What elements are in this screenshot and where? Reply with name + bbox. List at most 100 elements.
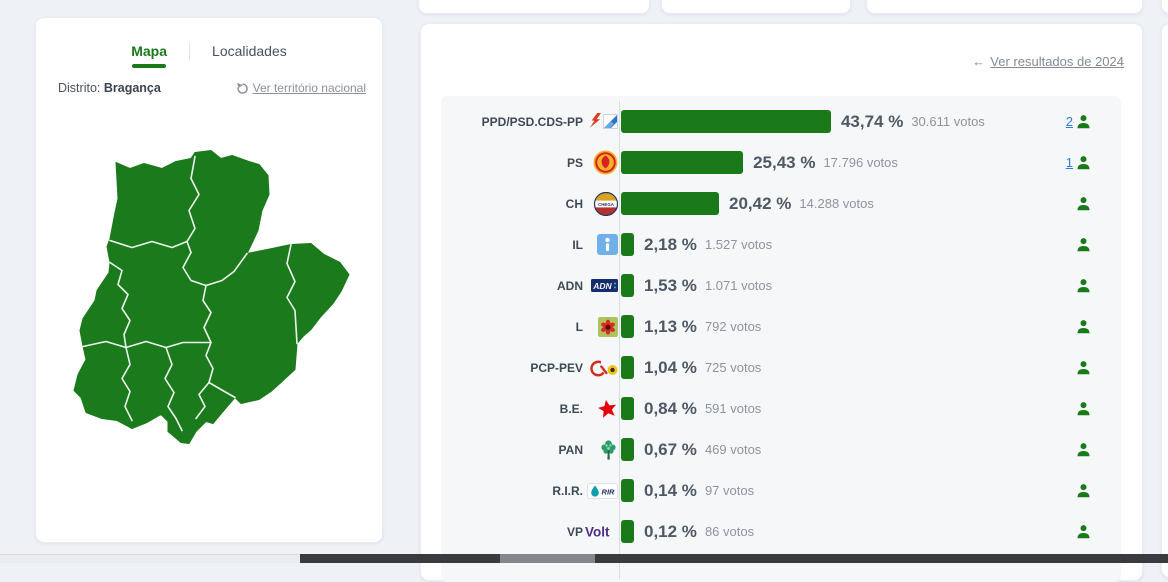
party-logos	[583, 399, 619, 419]
elected-seats	[1073, 196, 1091, 211]
party-votes: 17.796 votos	[823, 155, 898, 170]
result-bar	[621, 520, 634, 543]
result-bar	[621, 315, 634, 338]
elected-count-link[interactable]: 1	[1065, 155, 1073, 170]
il-exclamation-icon	[597, 234, 618, 255]
party-row: PS 25,43 % 17.796 votos 1	[441, 142, 1121, 183]
neighbor-card-partial	[1161, 23, 1168, 578]
party-votes: 1.071 votos	[704, 278, 773, 293]
party-logos: RIR	[583, 482, 619, 499]
volt-wordmark-icon: Volt	[585, 524, 618, 540]
party-logos	[583, 359, 619, 377]
party-votes: 469 votos	[704, 442, 762, 457]
scrollbar-track-left	[0, 554, 300, 563]
results-card: ← Ver resultados de 2024 PPD/PSD.CDS-PP …	[420, 23, 1143, 582]
party-votes: 792 votos	[704, 319, 762, 334]
party-label: VP	[566, 524, 583, 539]
person-icon	[1076, 319, 1091, 334]
elected-seats	[1073, 319, 1091, 334]
party-label: PCP-PEV	[530, 360, 583, 375]
chart-axis-line	[619, 101, 620, 579]
back-to-2024-link[interactable]: ← Ver resultados de 2024	[972, 54, 1124, 69]
party-votes: 86 votos	[704, 524, 755, 539]
elected-seats	[1073, 237, 1091, 252]
party-percentage: 1,53 %	[644, 275, 697, 295]
summary-card-partial-1	[418, 0, 650, 14]
party-row: L 1,13 % 792 votos	[441, 306, 1121, 347]
map-card: Mapa Localidades Distrito: Bragança Ver …	[35, 17, 383, 543]
elected-seats: 1	[1066, 155, 1091, 170]
ps-fist-rose-icon	[593, 150, 618, 175]
party-percentage: 0,84 %	[644, 398, 697, 418]
person-icon	[1076, 237, 1091, 252]
result-bar	[621, 397, 634, 420]
left-arrow-icon: ←	[972, 54, 986, 69]
elected-seats	[1073, 524, 1091, 539]
person-icon	[1076, 155, 1091, 170]
party-votes: 97 votos	[704, 483, 755, 498]
party-label: PS	[566, 155, 583, 170]
tab-mapa[interactable]: Mapa	[131, 43, 167, 66]
person-icon	[1076, 483, 1091, 498]
party-label: PAN	[558, 442, 583, 457]
party-votes: 725 votos	[704, 360, 762, 375]
adn-wordmark-icon: ADN	[591, 279, 618, 292]
party-logos	[583, 316, 619, 337]
horizontal-scrollbar	[0, 554, 1168, 563]
summary-card-partial-3	[866, 0, 1143, 14]
cds-pp-icon	[603, 114, 618, 129]
party-label: IL	[572, 237, 583, 252]
person-icon	[1076, 196, 1091, 211]
party-percentage: 1,04 %	[644, 357, 697, 377]
party-logos: CHEGA	[583, 191, 619, 216]
tab-divider	[189, 42, 191, 60]
svg-text:Volt: Volt	[585, 525, 610, 540]
party-percentage: 20,42 %	[729, 193, 792, 213]
party-percentage: 0,67 %	[644, 439, 697, 459]
party-row: VP Volt 0,12 % 86 votos	[441, 511, 1121, 552]
result-bar	[621, 438, 634, 461]
scrollbar-thumb[interactable]	[500, 554, 595, 563]
party-percentage: 2,18 %	[644, 234, 697, 254]
results-chart-panel: PPD/PSD.CDS-PP 43,74 % 30.611 votos 2 PS…	[441, 96, 1121, 582]
reset-undo-icon	[236, 82, 249, 95]
party-logos	[583, 150, 619, 175]
elected-seats: 2	[1066, 114, 1091, 129]
person-icon	[1076, 442, 1091, 457]
scrollbar-track[interactable]	[300, 554, 1168, 563]
be-star-icon	[597, 399, 618, 419]
party-logos: Volt	[583, 524, 619, 540]
party-row: R.I.R. RIR 0,14 % 97 votos	[441, 470, 1121, 511]
svg-text:RIR: RIR	[602, 487, 616, 496]
result-bar	[621, 233, 634, 256]
result-bar	[621, 192, 720, 215]
rir-drop-icon: RIR	[587, 482, 618, 499]
party-logos	[583, 234, 619, 255]
result-bar	[621, 274, 634, 297]
party-row: B.E. 0,84 % 591 votos	[441, 388, 1121, 429]
pcp-pev-sickle-sunflower-icon	[590, 359, 618, 377]
person-icon	[1076, 524, 1091, 539]
district-name: Bragança	[103, 81, 161, 95]
party-votes: 1.527 votos	[704, 237, 773, 252]
elected-seats	[1073, 483, 1091, 498]
party-label: ADN	[557, 278, 583, 293]
party-row: CH CHEGA 20,42 % 14.288 votos	[441, 183, 1121, 224]
elected-seats	[1073, 401, 1091, 416]
party-label: CH	[565, 196, 583, 211]
party-logos	[583, 112, 619, 131]
party-votes: 591 votos	[704, 401, 762, 416]
result-bar	[621, 479, 634, 502]
national-territory-link[interactable]: Ver território nacional	[236, 81, 366, 95]
psd-arrow-icon	[589, 112, 601, 131]
district-map[interactable]	[72, 148, 352, 453]
map-tabs: Mapa Localidades	[36, 42, 382, 66]
person-icon	[1076, 278, 1091, 293]
tab-localidades[interactable]: Localidades	[212, 42, 287, 59]
svg-text:ADN: ADN	[592, 281, 612, 291]
party-logos	[583, 439, 619, 460]
party-row: PCP-PEV 1,04 % 725 votos	[441, 347, 1121, 388]
party-label: B.E.	[559, 401, 583, 416]
elected-count-link[interactable]: 2	[1065, 114, 1073, 129]
party-percentage: 25,43 %	[753, 152, 816, 172]
